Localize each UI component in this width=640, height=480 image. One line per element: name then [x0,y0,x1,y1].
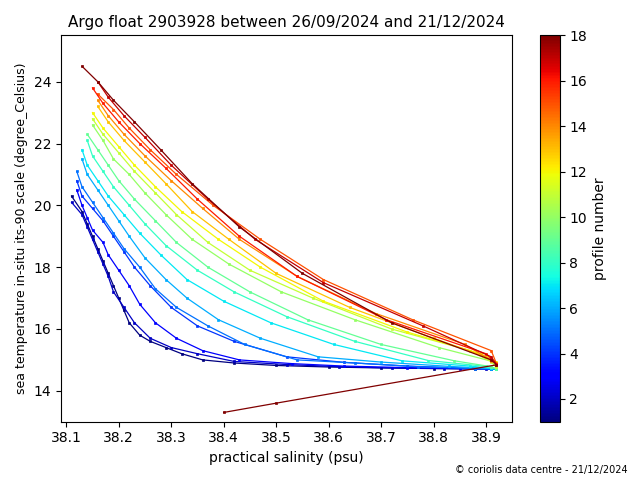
Text: © coriolis data centre - 21/12/2024: © coriolis data centre - 21/12/2024 [454,465,627,475]
Y-axis label: profile number: profile number [593,177,607,280]
Title: Argo float 2903928 between 26/09/2024 and 21/12/2024: Argo float 2903928 between 26/09/2024 an… [68,15,505,30]
Y-axis label: sea temperature in-situ its-90 scale (degree_Celsius): sea temperature in-situ its-90 scale (de… [15,63,28,394]
X-axis label: practical salinity (psu): practical salinity (psu) [209,451,364,465]
